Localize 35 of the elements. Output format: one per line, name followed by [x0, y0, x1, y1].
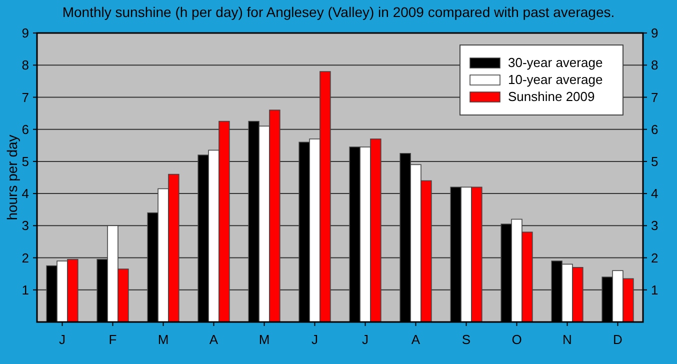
- y-tick-label: 6: [22, 122, 29, 137]
- x-tick-label: J: [312, 332, 318, 347]
- x-tick-label: A: [411, 332, 420, 347]
- x-tick-label: O: [512, 332, 522, 347]
- y-tick-label: 1: [22, 282, 29, 298]
- y2-tick-label: 1: [651, 282, 658, 298]
- y-tick-label: 7: [22, 90, 29, 105]
- y2-tick-label: 7: [651, 90, 658, 105]
- x-tick-label: J: [59, 332, 66, 347]
- y-tick-label: 8: [22, 58, 29, 73]
- x-tick-label: F: [108, 332, 117, 347]
- x-tick-label: J: [362, 332, 368, 347]
- y-tick-label: 2: [22, 250, 29, 266]
- y2-tick-label: 6: [651, 122, 658, 137]
- chart-title: Monthly sunshine (h per day) for Anglesey (Valley) in 2009 compared with past averages.: [62, 4, 615, 20]
- legend-label: Sunshine 2009: [508, 89, 595, 104]
- y-axis-title: hours per day: [4, 134, 20, 220]
- y-tick-label: 3: [22, 218, 29, 234]
- x-tick-label: S: [462, 332, 471, 347]
- y2-tick-label: 2: [651, 250, 658, 266]
- x-tick-label: M: [158, 332, 169, 347]
- x-tick-label: N: [562, 332, 572, 347]
- y2-tick-label: 5: [651, 154, 658, 169]
- y-tick-label: 4: [22, 186, 29, 202]
- x-tick-label: M: [258, 332, 270, 347]
- y2-tick-label: 8: [651, 58, 658, 73]
- y-tick-label: 9: [22, 26, 29, 41]
- x-tick-label: D: [613, 332, 622, 347]
- y2-tick-label: 3: [651, 218, 658, 234]
- x-tick-label: A: [209, 332, 218, 347]
- y-tick-label: 5: [22, 154, 29, 169]
- y2-tick-label: 4: [651, 186, 658, 202]
- legend-label: 10-year average: [508, 72, 603, 87]
- y2-tick-label: 9: [651, 26, 658, 41]
- legend-label: 30-year average: [508, 55, 603, 70]
